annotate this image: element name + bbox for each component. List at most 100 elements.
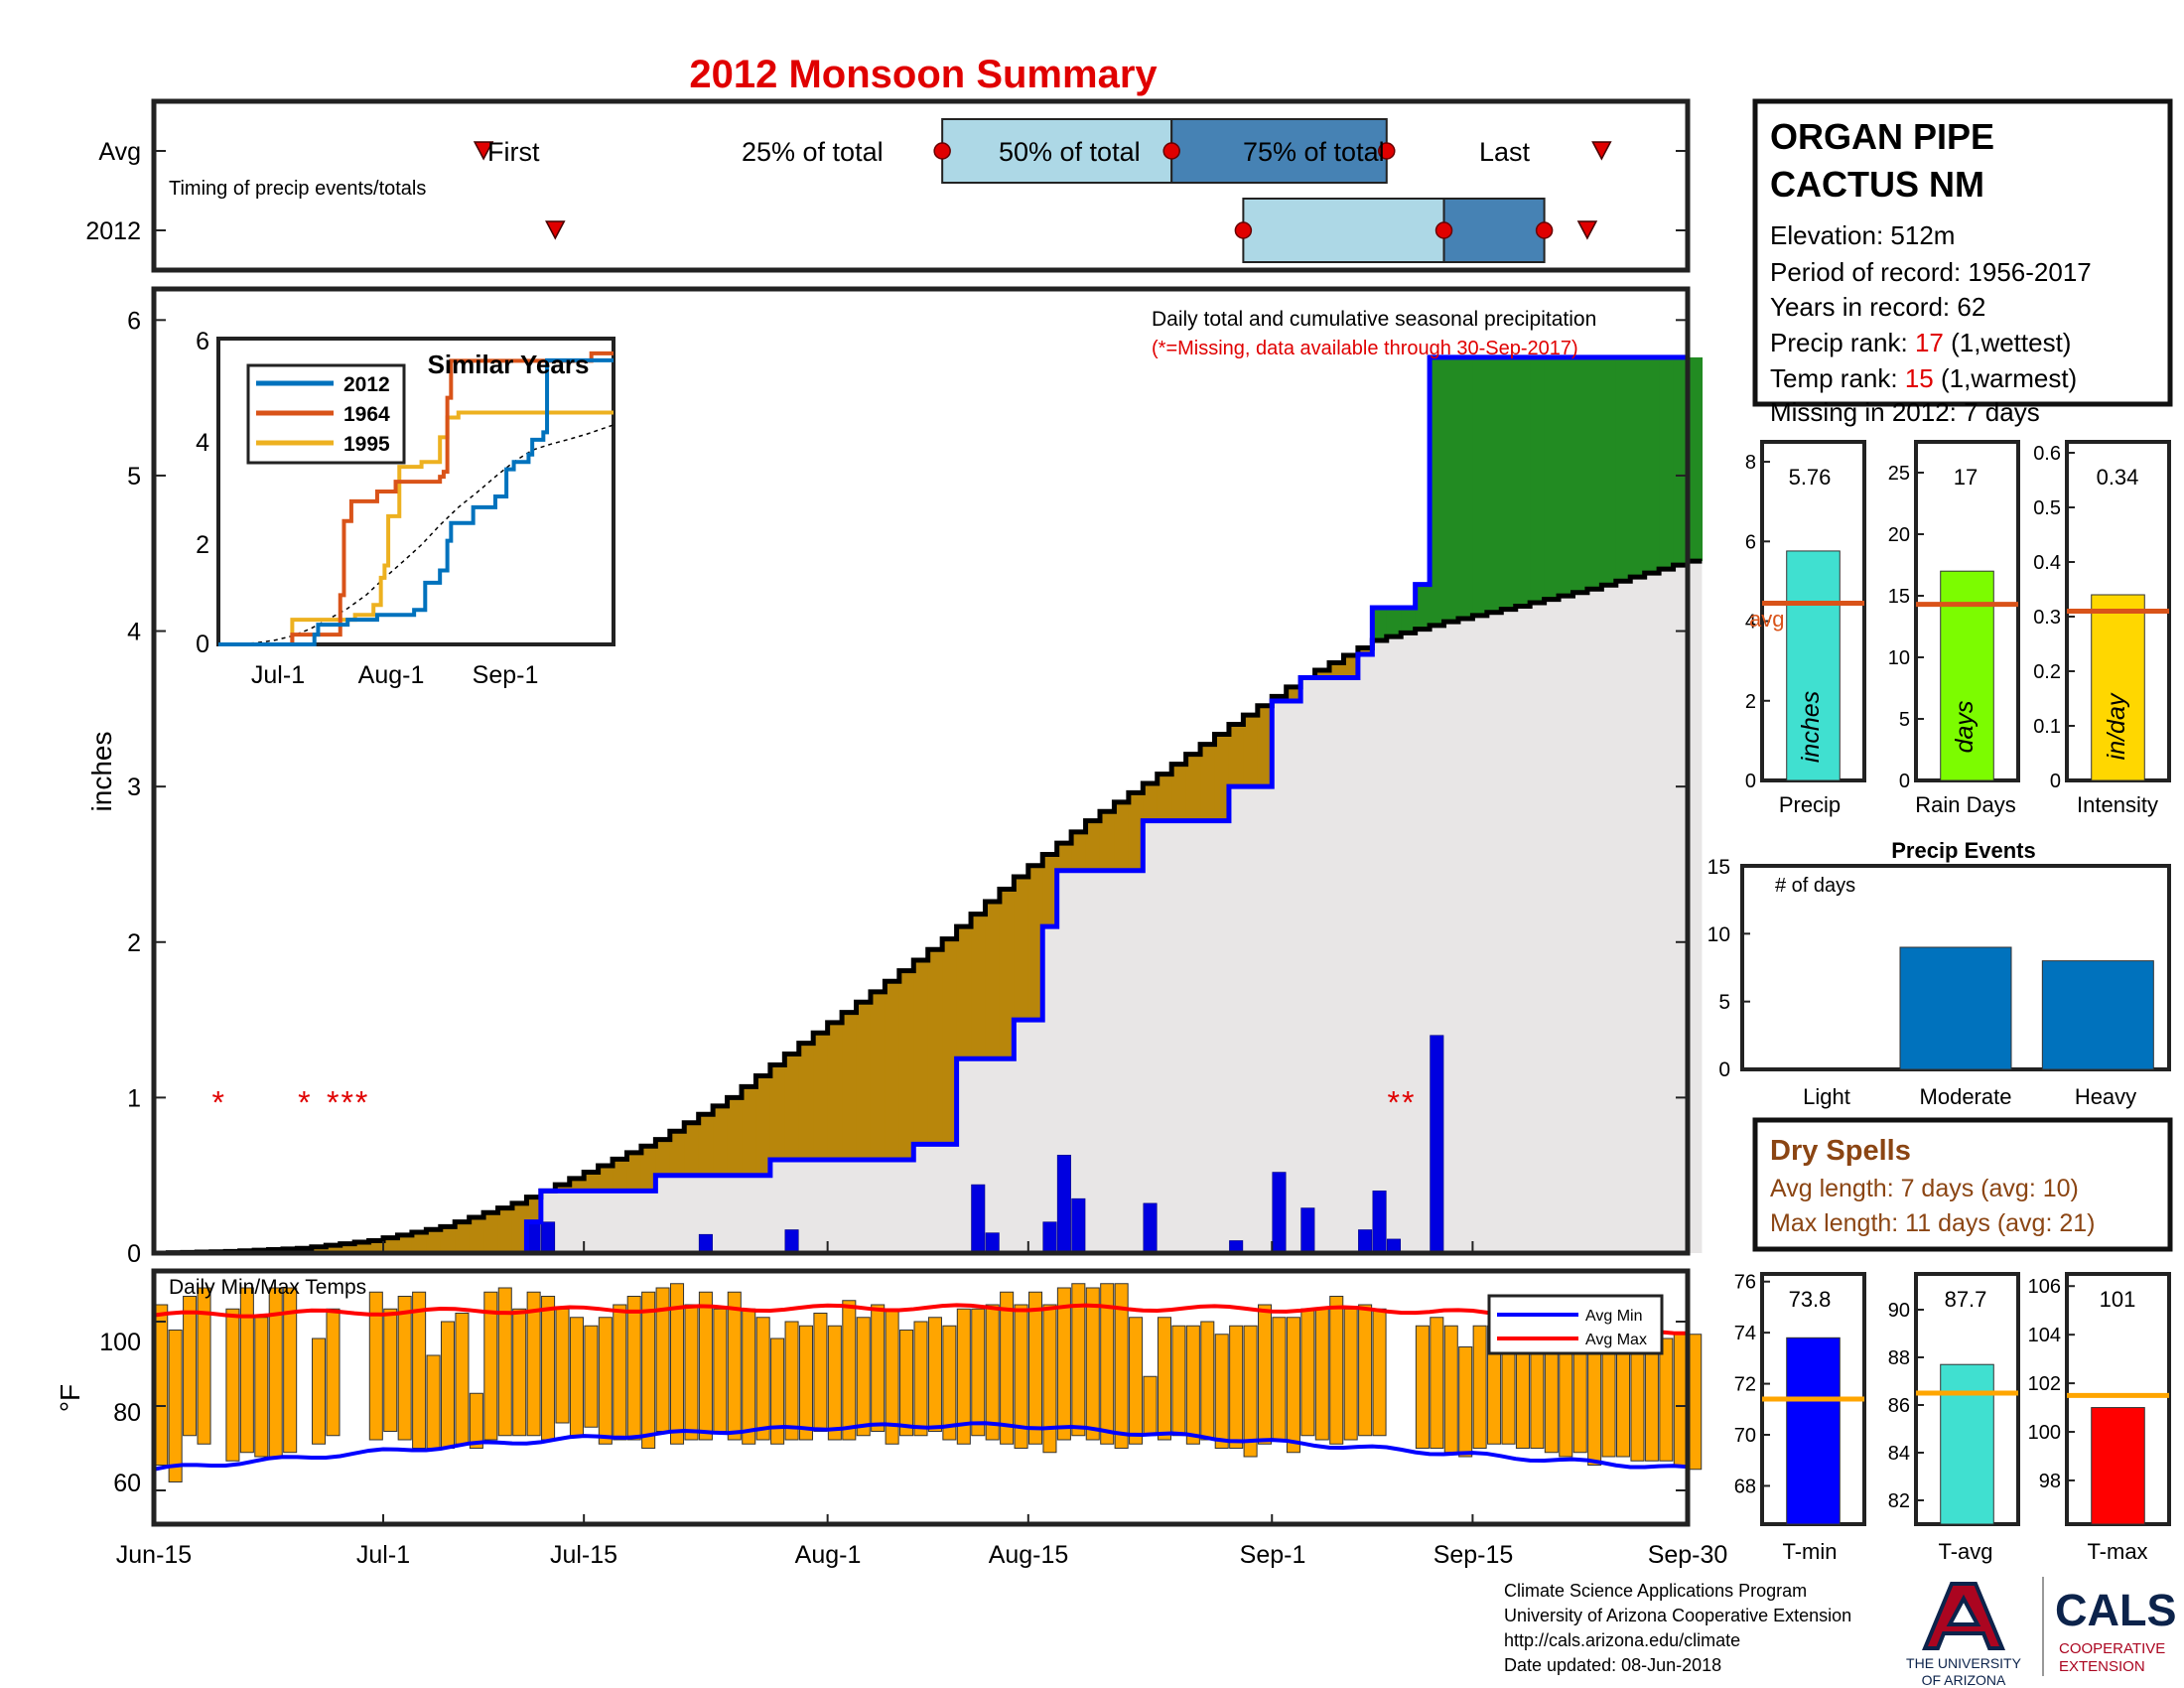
daily-precip-bar	[1272, 1172, 1287, 1254]
daily-temp-bar	[827, 1325, 842, 1441]
stat-precip-tick-label: 0	[1745, 771, 1756, 792]
daily-temp-bar	[455, 1313, 470, 1445]
station-period: Period of record: 1956-2017	[1770, 257, 2092, 287]
daily-temp-bar	[1343, 1308, 1358, 1441]
missing-day-marker: *	[298, 1084, 310, 1120]
xtick-sep30: Sep-30	[1648, 1541, 1728, 1569]
daily-temp-bar	[1071, 1283, 1086, 1437]
below-average-fill	[1042, 854, 1058, 927]
precip-rank-label: Precip rank:	[1770, 328, 1915, 357]
tstat-value-tavg: 87.7	[1945, 1287, 1987, 1312]
ua-text-2: OF ARIZONA	[1922, 1672, 2006, 1688]
daily-temp-bar	[842, 1300, 857, 1441]
daily-temp-bar	[1100, 1283, 1115, 1445]
avg-max-temp-line	[153, 1303, 1689, 1336]
daily-temp-bar	[899, 1330, 914, 1437]
daily-temp-bar	[1214, 1334, 1229, 1449]
timing-quantile-marker	[1434, 221, 1453, 239]
daily-temp-bar	[1472, 1325, 1487, 1449]
timing-box-50-75	[1170, 118, 1388, 184]
tstat-label-tavg: T-avg	[1938, 1539, 1992, 1564]
below-average-fill	[440, 1226, 456, 1253]
below-average-fill	[1014, 876, 1029, 1021]
temp-plot	[153, 1283, 1703, 1524]
inset-xtick-aug: Aug-1	[358, 661, 425, 689]
precip-stats: 0 2 4 6 8 0 5 10 15 20 25 0 0.1 0.2 0.3 0.4 0.5 0.6	[1745, 440, 2171, 792]
temp-rank-value: 15	[1905, 363, 1934, 393]
station-missing: Missing in 2012: 7 days	[1770, 397, 2040, 427]
xtick-sep1: Sep-1	[1240, 1541, 1306, 1569]
daily-temp-bar	[927, 1317, 942, 1432]
daily-temp-bar	[670, 1283, 685, 1445]
timing-caption: Timing of precip events/totals	[169, 178, 426, 200]
above-average-fill	[1572, 356, 1588, 593]
temp-stats: 68 70 72 74 76 82 84 86 88 90 98 100 102 104 106	[1734, 1272, 2171, 1526]
below-average-fill	[1171, 764, 1187, 821]
below-average-fill	[684, 1122, 700, 1176]
timing-label-first: First	[487, 137, 540, 167]
daily-precip-bar	[784, 1229, 799, 1254]
daily-temp-bar	[1358, 1304, 1373, 1437]
daily-precip-bar	[1042, 1221, 1057, 1254]
cals-sub-2: EXTENSION	[2059, 1658, 2145, 1675]
inset-ytick-0: 0	[196, 631, 209, 658]
daily-temp-bar	[1673, 1334, 1688, 1466]
daily-temp-bar	[1314, 1308, 1329, 1441]
tstat-tmax-tick-label: 104	[2028, 1325, 2061, 1346]
precip-rank-value: 17	[1915, 328, 1944, 357]
above-average-fill	[1430, 356, 1445, 626]
precip-plot	[154, 354, 1704, 1256]
date-axis: Jun-15 Jul-1 Jul-15 Aug-1 Aug-15 Sep-1 S…	[116, 1541, 1728, 1569]
daily-temp-bar	[942, 1325, 957, 1441]
daily-temp-bar	[1372, 1308, 1387, 1437]
above-average-fill	[1586, 356, 1602, 590]
missing-day-marker: *	[212, 1084, 224, 1120]
below-average-fill	[368, 1240, 384, 1253]
daily-precip-bar	[1071, 1197, 1086, 1254]
stat-value-intensity: 0.34	[2097, 465, 2139, 490]
daily-temp-bar	[913, 1321, 928, 1437]
below-average-fill	[1200, 744, 1216, 821]
daily-temp-bar	[312, 1337, 327, 1445]
missing-day-marker: *	[341, 1084, 352, 1120]
daily-temp-bar	[1143, 1375, 1158, 1437]
stat-precip-tick-label: 8	[1745, 452, 1756, 474]
below-average-fill	[497, 1207, 513, 1253]
daily-temp-bar	[742, 1308, 756, 1445]
below-average-fill	[411, 1232, 427, 1253]
daily-temp-bar	[1258, 1304, 1273, 1445]
inset-xtick-jul: Jul-1	[251, 661, 305, 689]
above-average-fill	[1659, 356, 1675, 570]
precip-ytick-label: 2	[127, 929, 141, 957]
daily-temp-bar	[1430, 1317, 1444, 1449]
below-average-fill	[898, 970, 914, 1161]
stat-intensity-tick-label: 0.6	[2033, 443, 2061, 465]
below-average-fill	[1056, 843, 1072, 871]
daily-temp-bar	[1515, 1346, 1530, 1449]
events-ytick-10: 10	[1707, 923, 1730, 946]
below-average-fill	[698, 1114, 714, 1176]
below-average-fill	[913, 959, 929, 1145]
daily-temp-bar	[512, 1308, 527, 1437]
page-title: 2012 Monsoon Summary	[689, 53, 1158, 96]
daily-temp-bar	[1243, 1325, 1258, 1458]
below-average-fill	[1243, 715, 1259, 787]
stat-unit-precip: inches	[1797, 691, 1825, 763]
xtick-aug15: Aug-15	[989, 1541, 1069, 1569]
daily-temp-bar	[483, 1291, 498, 1441]
below-average-fill	[511, 1202, 528, 1253]
daily-temp-bar	[770, 1337, 785, 1445]
below-average-fill	[999, 889, 1015, 1059]
daily-temp-bar	[1200, 1321, 1215, 1441]
inset-title: Similar Years	[428, 350, 590, 379]
inset-ytick-4: 4	[196, 429, 209, 457]
daily-temp-bar	[626, 1296, 641, 1441]
above-average-fill	[1372, 608, 1388, 640]
events-cat-light: Light	[1803, 1084, 1850, 1109]
daily-precip-bar	[1430, 1035, 1444, 1254]
precip-ytick-label: 0	[127, 1240, 141, 1268]
cals-sub-1: COOPERATIVE	[2059, 1640, 2165, 1657]
below-average-fill	[1128, 792, 1144, 871]
missing-day-markers: * * * * * * *	[212, 1084, 1415, 1120]
